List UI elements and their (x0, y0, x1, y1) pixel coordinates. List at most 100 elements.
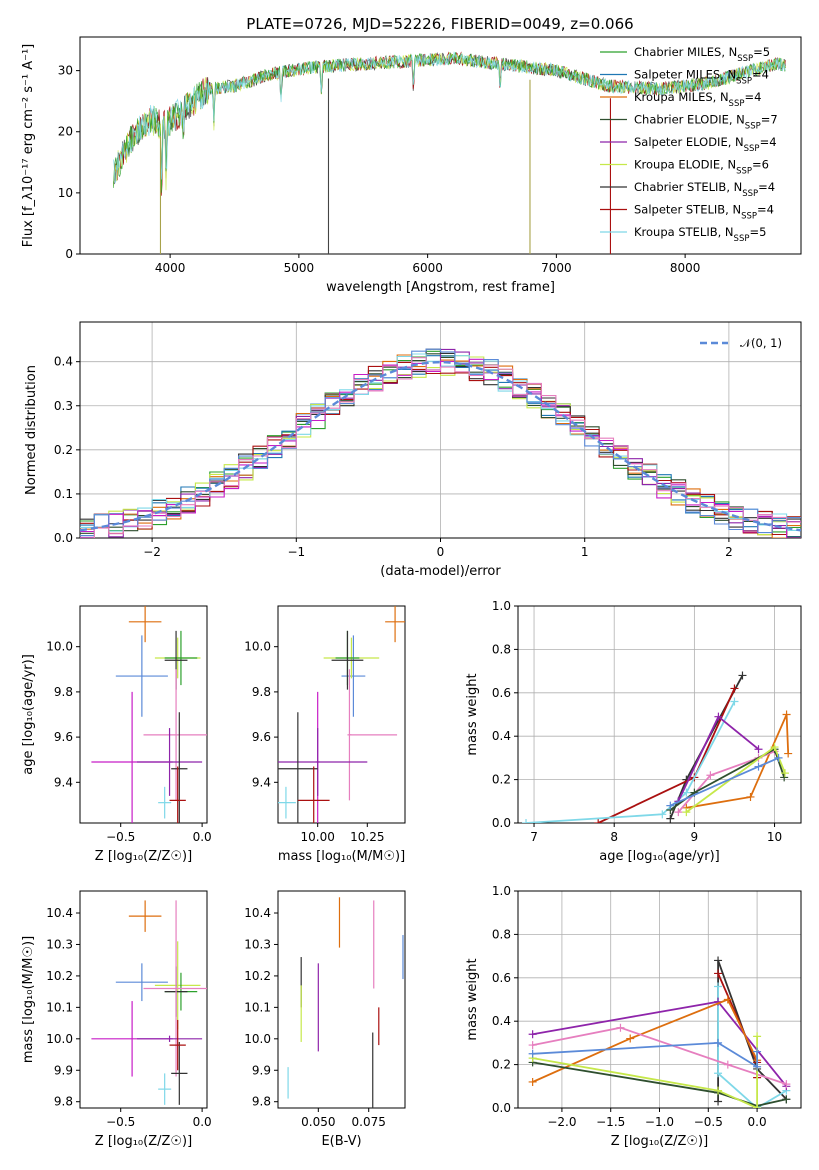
residuals-ylabel: Normed distribution (24, 365, 39, 495)
residuals-axes: −2 −1 0 1 2 0.0 0.1 0.2 0.3 0.4 (data-model)/error… (24, 321, 802, 579)
weight-series-line (669, 747, 786, 811)
weight-point-marker (784, 749, 793, 758)
weight-point-marker (528, 1041, 537, 1050)
weight-point-marker (730, 684, 739, 693)
weight-point-marker (714, 1097, 723, 1106)
errorbar-point (115, 963, 168, 1002)
weight-point-marker (658, 810, 667, 819)
residuals-xtick-label: −2 (143, 545, 161, 559)
legend-entry: Kroupa ELODIE, NSSP=6 (634, 158, 769, 177)
weight-point-marker (782, 1095, 791, 1104)
weight_vs_Z-xtick-label: −1.5 (596, 1115, 625, 1129)
weight-series-line (532, 1036, 758, 1108)
weight-point-marker (774, 753, 783, 762)
residuals-ytick-label: 0.0 (54, 531, 73, 545)
errorbar-point (158, 786, 172, 819)
residuals-xtick-label: 1 (581, 545, 589, 559)
mass_vs_ebv-ytick-label: 10.0 (244, 1032, 271, 1046)
mass_vs_Z-ytick-label: 10.0 (46, 1032, 73, 1046)
errorbar-point (341, 635, 366, 717)
legend-entry: Salpeter ELODIE, NSSP=4 (634, 135, 777, 154)
spectrum-ylabel: Flux [f_λ10⁻¹⁷ erg cm⁻² s⁻¹ A⁻¹] (21, 44, 36, 248)
mass_vs_ebv-xtick-label: 0.050 (301, 1115, 335, 1129)
weight_vs_age-xtick-label: 9 (691, 830, 699, 844)
weight-point-marker (626, 1034, 635, 1043)
weight_vs_age-xlabel: age [log₁₀(age/yr)] (599, 849, 720, 864)
weight_vs_age-ytick-label: 0.0 (492, 816, 511, 830)
weight-point-marker (714, 969, 723, 978)
weight_vs_Z-xtick-label: −1.0 (645, 1115, 674, 1129)
spectrum-xtick-label: 4000 (155, 261, 186, 275)
age_vs_Z-points (91, 606, 207, 823)
errorbar-point (169, 1019, 186, 1071)
age_vs_mass-ytick-label: 9.8 (252, 685, 271, 699)
age_vs_Z-ytick-label: 9.6 (54, 730, 73, 744)
mass_vs_ebv-ytick-label: 10.1 (244, 1000, 271, 1014)
weight_vs_age-axes: 7 8 9 10 0.0 0.2 0.4 0.6 0.8 1.0 age [log₁₀(age/yr… (465, 599, 802, 864)
errorbar-point (278, 712, 318, 823)
weight-point-marker (730, 697, 739, 706)
age_vs_Z-frame (79, 605, 208, 824)
mass_vs_ebv-axes: 0.050 0.075 9.8 9.9 10.0 10.1 10.2 10.3 10.4 E(B-… (244, 890, 406, 1149)
errorbar-point (128, 900, 162, 932)
weight-point-marker (770, 743, 779, 752)
weight-point-marker (528, 1077, 537, 1086)
weight-point-marker (616, 1023, 625, 1032)
mass_vs_Z-ytick-label: 10.3 (46, 937, 73, 951)
legend-entry: Salpeter MILES, NSSP=4 (634, 68, 769, 87)
weight-point-marker (753, 1062, 762, 1071)
residuals-ytick-label: 0.4 (54, 355, 73, 369)
weight-point-marker (522, 819, 531, 823)
age_vs_Z-ytick-label: 9.4 (54, 775, 73, 789)
weight-point-marker (780, 769, 789, 778)
histogram-series (80, 357, 801, 538)
spectrum-xtick-label: 7000 (541, 261, 572, 275)
errorbar-point (171, 712, 188, 823)
errorbar-point (154, 941, 201, 1030)
age_vs_mass-xtick-label: 10.25 (350, 830, 384, 844)
legend-entry: Chabrier MILES, NSSP=5 (634, 45, 770, 64)
spectrum-frame (79, 36, 802, 255)
spectrum-series-line (113, 52, 786, 191)
mass_vs_ebv-ytick-label: 10.2 (244, 969, 271, 983)
mass_vs_Z-frame (79, 890, 208, 1109)
errorbar-point (278, 728, 368, 796)
errorbar-point (158, 1073, 172, 1105)
age_vs_mass-ytick-label: 9.6 (252, 730, 271, 744)
residuals-ytick-label: 0.1 (54, 487, 73, 501)
weight-point-marker (714, 712, 723, 721)
mass_vs_Z-xlabel: Z [log₁₀(Z/Z☉)] (95, 1134, 192, 1149)
age_vs_mass-ytick-label: 10.0 (244, 640, 271, 654)
weight-point-marker (723, 995, 732, 1004)
mass_vs_ebv-ytick-label: 9.9 (252, 1063, 271, 1077)
errorbar-point (115, 635, 168, 717)
histogram-series (80, 358, 801, 538)
weight-point-marker (753, 1032, 762, 1041)
mass_vs_Z-xtick-label: 0.0 (193, 1115, 212, 1129)
weight-point-marker (714, 1086, 723, 1095)
errorbar-point (143, 669, 207, 801)
weight-point-marker (528, 1049, 537, 1058)
spectrum-series-line (113, 51, 786, 184)
age_vs_mass-xlabel: mass [log₁₀(M/M☉)] (278, 849, 405, 864)
weight_vs_age-series (522, 671, 793, 823)
weight_vs_Z-ytick-label: 0.2 (492, 1058, 511, 1072)
weight-point-marker (706, 771, 715, 780)
weight-series-line (686, 714, 790, 809)
spectrum-series-line (113, 52, 786, 193)
errorbar-point (136, 1035, 203, 1042)
weight-point-marker (746, 792, 755, 801)
weight_vs_Z-ytick-label: 0.0 (492, 1101, 511, 1115)
weight_vs_Z-xtick-label: −0.5 (694, 1115, 723, 1129)
errorbar-point (331, 630, 364, 690)
age_vs_Z-xtick-label: −0.5 (106, 830, 135, 844)
weight_vs_Z-ytick-label: 0.6 (492, 971, 511, 985)
weight_vs_Z-ytick-label: 0.8 (492, 927, 511, 941)
spectrum-xlabel: wavelength [Angstrom, rest frame] (326, 280, 555, 295)
legend-entry: 𝒩(0, 1) (740, 336, 782, 350)
errorbar-point (128, 606, 162, 643)
spectrum-ytick-label: 30 (58, 64, 73, 78)
weight-point-marker (528, 1030, 537, 1039)
weight-point-marker (754, 745, 763, 754)
weight_vs_Z-ytick-label: 0.4 (492, 1014, 511, 1028)
